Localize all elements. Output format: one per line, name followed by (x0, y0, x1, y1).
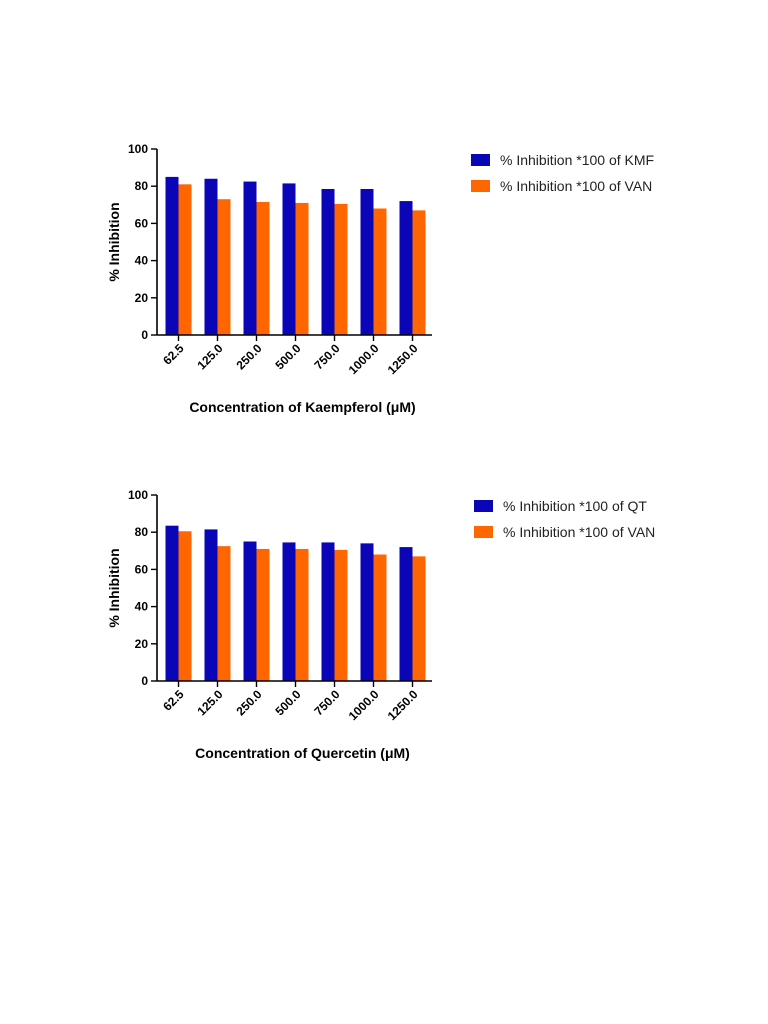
x-tick-label: 1250.0 (385, 687, 421, 723)
bars-group (165, 525, 426, 681)
x-tick-label: 62.5 (160, 341, 187, 368)
legend-swatch-van (474, 526, 493, 538)
bar-series-2-750.0 (334, 203, 348, 335)
y-axis-title: % Inhibition (106, 548, 122, 627)
x-axis-title: Concentration of Quercetin (μM) (195, 745, 410, 761)
x-tick-label: 1000.0 (346, 687, 382, 723)
bar-series-2-500.0 (295, 548, 309, 681)
quercetin-inhibition-chart: 0 20 40 60 80 100 62.5 125.0 250.0 500.0 750.0 100… (106, 488, 655, 761)
kaempferol-inhibition-chart: 0 20 40 60 80 100 62.5 125.0 250.0 500.0 750.0 100… (106, 142, 654, 415)
bar-series-1-62.5 (165, 176, 179, 335)
legend-swatch-qt (474, 500, 493, 512)
bar-series-2-1250.0 (412, 556, 426, 681)
bar-series-2-125.0 (217, 546, 231, 681)
legend-label-van: % Inhibition *100 of VAN (503, 524, 655, 540)
legend-label-kmf: % Inhibition *100 of KMF (500, 152, 654, 168)
y-axis-title: % Inhibition (106, 202, 122, 281)
x-tick-label: 250.0 (233, 341, 264, 372)
x-tick-label: 500.0 (272, 341, 303, 372)
bar-series-2-1000.0 (373, 208, 387, 335)
y-tick-label: 40 (135, 600, 149, 614)
legend-label-van: % Inhibition *100 of VAN (500, 178, 652, 194)
y-tick-label: 20 (135, 291, 149, 305)
bar-series-2-62.5 (178, 531, 192, 681)
legend: % Inhibition *100 of KMF % Inhibition *1… (471, 152, 654, 194)
bar-series-1-125.0 (204, 178, 218, 335)
x-tick-label: 125.0 (194, 341, 225, 372)
y-ticks-group: 0 20 40 60 80 100 (128, 488, 157, 688)
axes-group (156, 495, 432, 682)
y-tick-label: 80 (135, 525, 149, 539)
bars-group (165, 176, 426, 335)
bar-series-1-1250.0 (399, 547, 413, 681)
bar-series-2-250.0 (256, 548, 270, 681)
y-tick-label: 0 (141, 328, 148, 342)
legend: % Inhibition *100 of QT % Inhibition *10… (474, 498, 655, 540)
x-tick-label: 750.0 (311, 341, 342, 372)
x-tick-label: 1250.0 (385, 341, 421, 377)
y-tick-label: 40 (135, 254, 149, 268)
bar-series-2-125.0 (217, 199, 231, 335)
bar-series-1-250.0 (243, 541, 257, 681)
x-tick-label: 250.0 (233, 687, 264, 718)
y-tick-label: 20 (135, 637, 149, 651)
bar-series-2-1000.0 (373, 554, 387, 681)
x-tick-label: 750.0 (311, 687, 342, 718)
x-ticks-group: 62.5 125.0 250.0 500.0 750.0 1000.0 1250.0 (160, 335, 421, 377)
bar-series-2-1250.0 (412, 210, 426, 335)
bar-series-1-750.0 (321, 542, 335, 681)
legend-label-qt: % Inhibition *100 of QT (503, 498, 647, 514)
x-axis-title: Concentration of Kaempferol (μM) (189, 399, 415, 415)
bar-series-1-750.0 (321, 188, 335, 335)
bar-series-1-62.5 (165, 525, 179, 681)
bar-series-2-62.5 (178, 184, 192, 335)
legend-swatch-kmf (471, 154, 490, 166)
y-tick-label: 60 (135, 216, 149, 230)
y-tick-label: 100 (128, 142, 148, 156)
x-tick-label: 62.5 (160, 687, 187, 714)
bar-series-1-125.0 (204, 529, 218, 681)
axes-group (156, 149, 432, 336)
x-tick-label: 500.0 (272, 687, 303, 718)
x-ticks-group: 62.5 125.0 250.0 500.0 750.0 1000.0 1250.0 (160, 681, 421, 723)
x-tick-label: 1000.0 (346, 341, 382, 377)
bar-series-2-750.0 (334, 549, 348, 681)
bar-series-1-1000.0 (360, 543, 374, 681)
y-tick-label: 80 (135, 179, 149, 193)
y-tick-label: 100 (128, 488, 148, 502)
bar-series-2-500.0 (295, 202, 309, 335)
bar-series-1-500.0 (282, 183, 296, 335)
bar-series-1-250.0 (243, 181, 257, 335)
y-tick-label: 60 (135, 562, 149, 576)
bar-series-2-250.0 (256, 202, 270, 335)
bar-series-1-1000.0 (360, 188, 374, 335)
x-tick-label: 125.0 (194, 687, 225, 718)
y-tick-label: 0 (141, 674, 148, 688)
bar-series-1-500.0 (282, 542, 296, 681)
bar-series-1-1250.0 (399, 201, 413, 335)
y-ticks-group: 0 20 40 60 80 100 (128, 142, 157, 342)
legend-swatch-van (471, 180, 490, 192)
